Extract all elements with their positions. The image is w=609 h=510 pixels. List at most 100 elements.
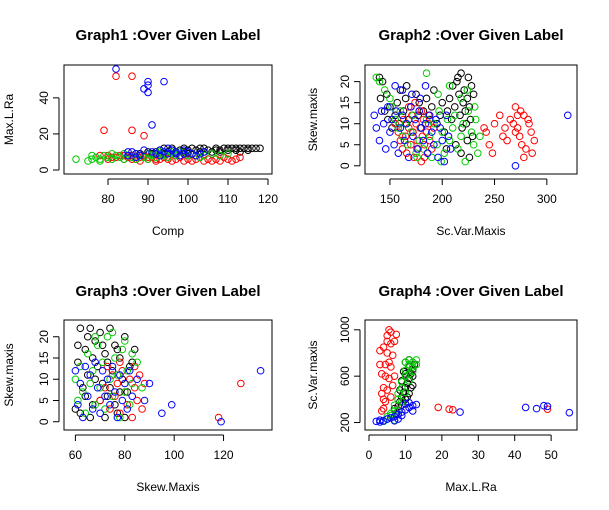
data-point: [436, 111, 444, 120]
data-point: [91, 400, 99, 409]
data-point: [125, 366, 134, 375]
x-axis-label: Sc.Var.Maxis: [436, 224, 505, 238]
data-point: [459, 119, 467, 128]
data-point: [448, 82, 457, 90]
data-point: [88, 400, 97, 409]
data-point: [460, 86, 469, 94]
data-point: [444, 132, 453, 141]
data-point: [128, 148, 136, 156]
data-point: [413, 145, 421, 153]
data-point: [76, 362, 85, 371]
data-point: [430, 119, 438, 128]
data-point: [196, 149, 204, 158]
data-point: [398, 132, 407, 141]
data-point: [81, 409, 90, 418]
data-point: [96, 328, 104, 337]
data-point: [383, 415, 392, 423]
data-point: [411, 115, 419, 124]
data-point: [91, 332, 99, 341]
data-point: [392, 330, 401, 339]
data-point: [148, 148, 156, 156]
data-point: [467, 82, 476, 90]
data-point: [133, 358, 141, 367]
data-point: [103, 362, 112, 371]
data-point: [440, 128, 449, 136]
data-point: [224, 155, 232, 163]
data-point: [480, 124, 488, 132]
data-point: [401, 388, 410, 397]
series-3: [71, 328, 146, 422]
data-point: [398, 111, 407, 120]
data-point: [124, 148, 132, 156]
data-point: [133, 375, 141, 384]
y-tick-label: 0: [37, 166, 51, 173]
data-point: [391, 115, 399, 124]
data-point: [74, 396, 82, 405]
y-tick-label: 15: [338, 96, 352, 110]
data-point: [394, 128, 403, 136]
data-point: [196, 153, 204, 162]
data-point: [485, 140, 494, 149]
data-point: [123, 388, 132, 396]
x-tick-label: 300: [537, 192, 557, 206]
data-point: [232, 144, 240, 153]
data-point: [256, 366, 265, 375]
data-point: [106, 324, 114, 333]
y-tick-label: 5: [37, 397, 51, 404]
data-point: [120, 413, 129, 422]
data-point: [517, 140, 526, 149]
plot-frame: [63, 64, 273, 175]
data-point: [524, 115, 532, 124]
data-point: [397, 411, 406, 420]
data-point: [443, 115, 452, 124]
data-point: [465, 103, 474, 111]
data-point: [430, 86, 438, 94]
data-point: [432, 115, 440, 124]
data-point: [399, 107, 408, 115]
data-point: [503, 136, 511, 145]
data-point: [93, 383, 102, 392]
data-point: [103, 375, 112, 384]
data-point: [224, 149, 232, 158]
data-point: [180, 146, 188, 154]
data-point: [86, 379, 95, 388]
y-axis-label: Skew.maxis: [306, 88, 320, 151]
x-tick-label: 10: [399, 448, 413, 462]
data-point: [228, 157, 236, 165]
data-point: [377, 407, 386, 415]
data-point: [409, 111, 417, 120]
data-point: [236, 153, 244, 162]
data-point: [401, 132, 410, 141]
data-point: [412, 119, 420, 128]
data-point: [106, 405, 114, 413]
y-tick-label: 15: [37, 351, 51, 365]
y-tick-label: 20: [37, 127, 51, 141]
data-point: [216, 148, 224, 156]
data-point: [390, 416, 399, 425]
data-point: [184, 151, 192, 160]
data-point: [530, 136, 539, 145]
data-point: [394, 407, 402, 415]
data-point: [435, 107, 443, 115]
data-point: [401, 358, 410, 367]
data-point: [434, 153, 442, 162]
data-point: [413, 153, 421, 162]
data-point: [113, 371, 122, 379]
data-point: [436, 124, 444, 132]
data-point: [145, 379, 154, 388]
data-point: [474, 149, 482, 157]
y-tick-label: 40: [37, 91, 51, 105]
data-point: [86, 413, 95, 422]
data-point: [381, 397, 390, 406]
data-point: [469, 140, 478, 149]
data-point: [565, 408, 574, 417]
data-point: [407, 383, 415, 392]
data-point: [375, 77, 384, 86]
y-tick-label: 0: [338, 162, 352, 169]
data-point: [386, 94, 394, 103]
data-point: [111, 392, 119, 401]
data-point: [522, 145, 530, 153]
data-point: [430, 140, 438, 149]
data-point: [248, 144, 256, 153]
data-point: [452, 140, 460, 149]
